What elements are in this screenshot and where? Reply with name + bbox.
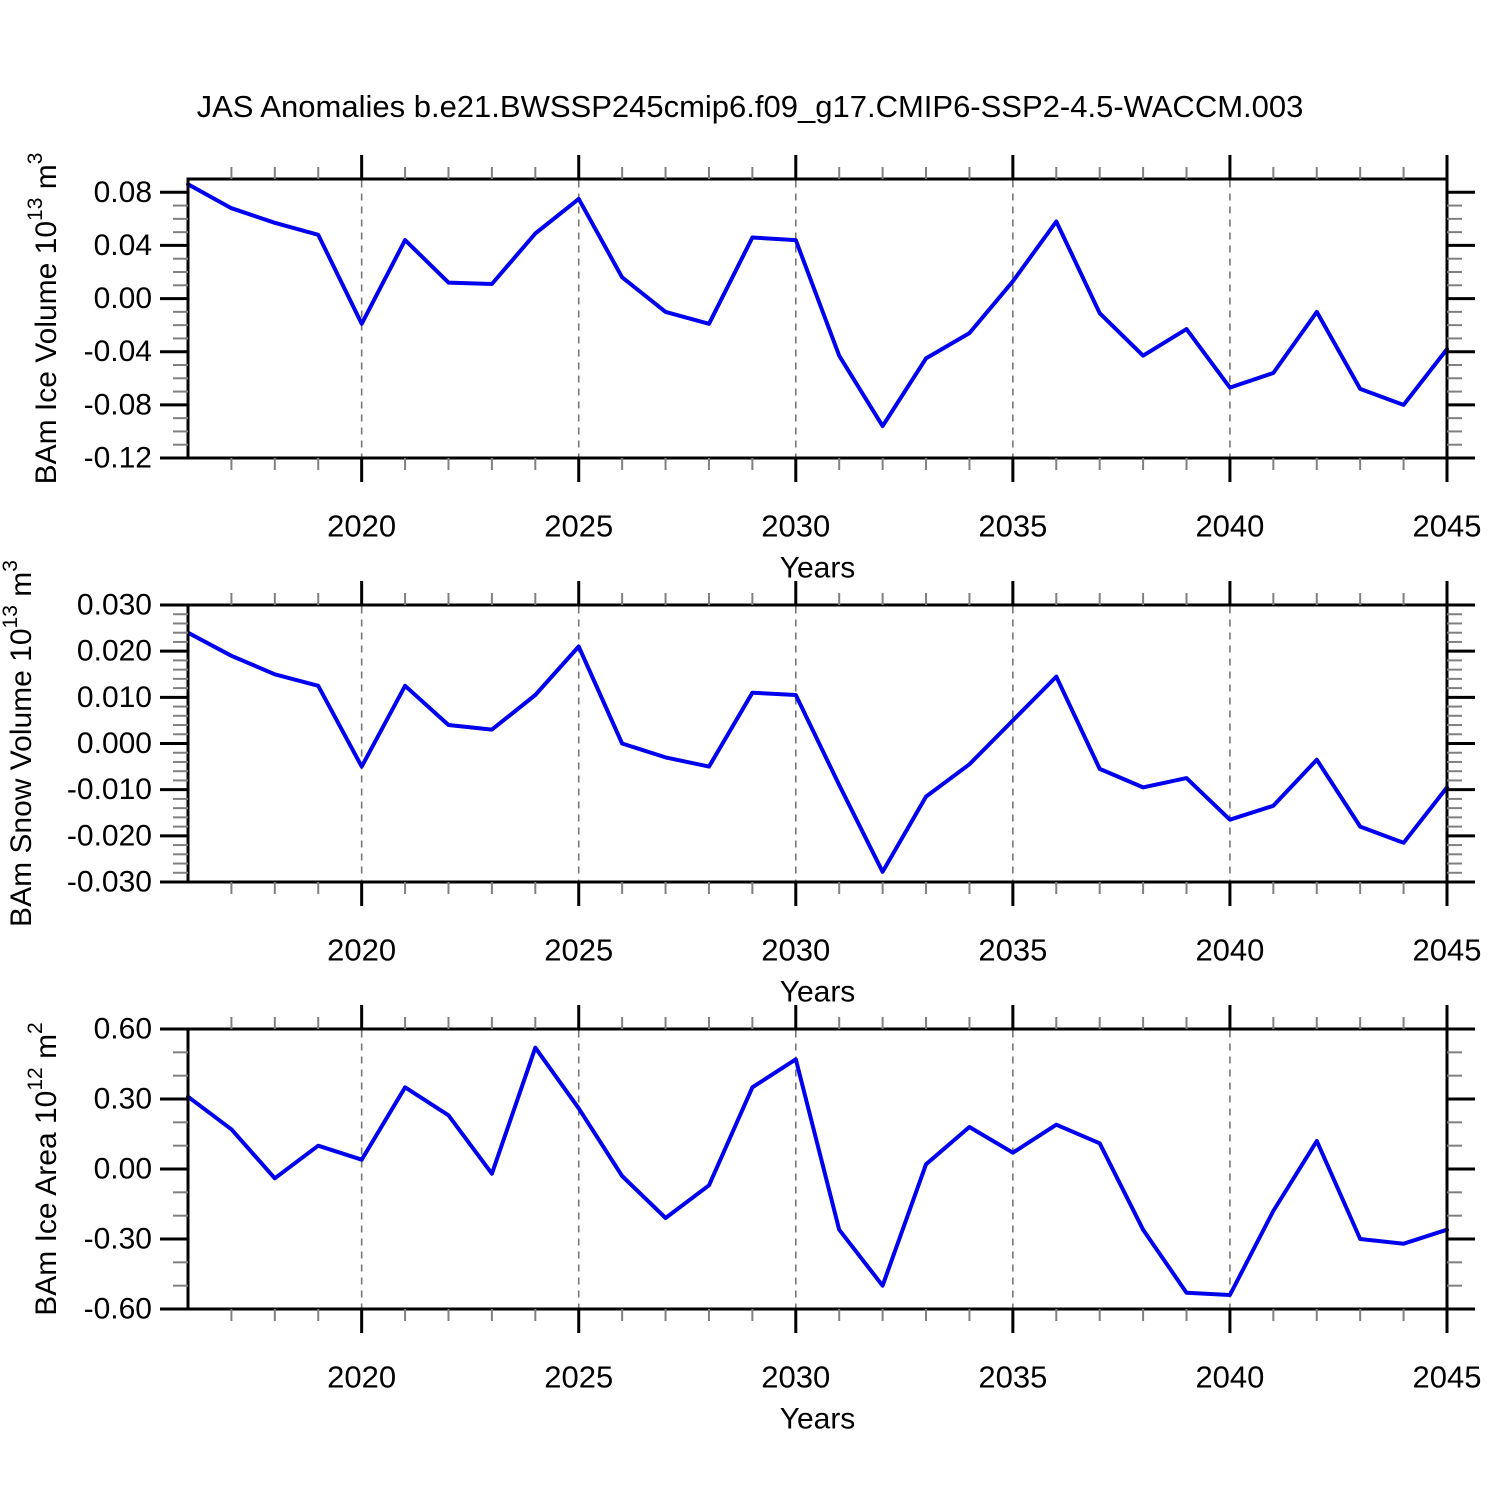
x-tick-label: 2025: [544, 1360, 613, 1395]
x-tick-label: 2040: [1195, 509, 1264, 544]
y-tick-label: -0.020: [67, 819, 152, 852]
ice-area-y-axis-label: BAm Ice Area 1012 m2: [24, 1022, 63, 1316]
y-tick-label: 0.000: [77, 727, 152, 760]
y-tick-label: 0.04: [94, 229, 152, 262]
y-tick-label: 0.08: [94, 176, 152, 209]
x-tick-label: 2020: [327, 1360, 396, 1395]
x-tick-label: 2030: [761, 1360, 830, 1395]
x-tick-label: 2020: [327, 509, 396, 544]
y-tick-label: -0.010: [67, 773, 152, 806]
x-tick-label: 2025: [544, 933, 613, 968]
y-tick-label: 0.010: [77, 681, 152, 714]
y-tick-label: -0.30: [84, 1223, 152, 1256]
y-tick-label: -0.60: [84, 1293, 152, 1326]
y-tick-label: 0.30: [94, 1083, 152, 1116]
y-tick-label: 0.030: [77, 589, 152, 622]
y-tick-label: 0.60: [94, 1013, 152, 1046]
y-tick-label: -0.12: [84, 442, 152, 475]
x-tick-label: 2035: [978, 933, 1047, 968]
y-tick-label: 0.020: [77, 635, 152, 668]
x-tick-label: 2035: [978, 1360, 1047, 1395]
ice-area-chart: 2020 2025 2030 2035 2040 2045 0.60 0.30 0.00 -0.3…: [24, 1005, 1482, 1436]
x-tick-label: 2020: [327, 933, 396, 968]
snow-volume-y-axis-label: BAm Snow Volume 1013 m3: [0, 560, 38, 927]
x-tick-label: 2045: [1413, 509, 1482, 544]
y-tick-label: -0.030: [67, 866, 152, 899]
y-tick-label: -0.08: [84, 388, 152, 421]
x-axis-label: Years: [780, 1403, 856, 1436]
x-tick-label: 2040: [1195, 1360, 1264, 1395]
snow-volume-data-line: [186, 630, 1449, 874]
chart-title: JAS Anomalies b.e21.BWSSP245cmip6.f09_g1…: [196, 89, 1304, 124]
y-tick-label: -0.04: [84, 335, 152, 368]
x-tick-label: 2030: [761, 933, 830, 968]
x-tick-label: 2045: [1413, 1360, 1482, 1395]
snow-volume-chart: 2020 2025 2030 2035 2040 2045 0.030 0.020 0.010 0…: [0, 560, 1481, 1008]
x-axis-label: Years: [780, 552, 856, 585]
ice-area-data-line: [186, 1045, 1449, 1297]
x-tick-label: 2035: [978, 509, 1047, 544]
ice-volume-data-line: [186, 182, 1449, 429]
x-axis-label: Years: [780, 976, 856, 1009]
x-tick-label: 2040: [1195, 933, 1264, 968]
x-tick-label: 2045: [1413, 933, 1482, 968]
ice-volume-y-axis-label: BAm Ice Volume 1013 m3: [24, 153, 63, 485]
plot-box: [186, 1027, 1449, 1311]
plot-box: [186, 177, 1449, 460]
x-tick-label: 2030: [761, 509, 830, 544]
ice-volume-chart: 2020 2025 2030 2035 2040 2045 0.08 0.04 0.00 -0.0…: [24, 153, 1482, 585]
y-tick-label: 0.00: [94, 282, 152, 315]
y-tick-label: 0.00: [94, 1153, 152, 1186]
x-tick-label: 2025: [544, 509, 613, 544]
